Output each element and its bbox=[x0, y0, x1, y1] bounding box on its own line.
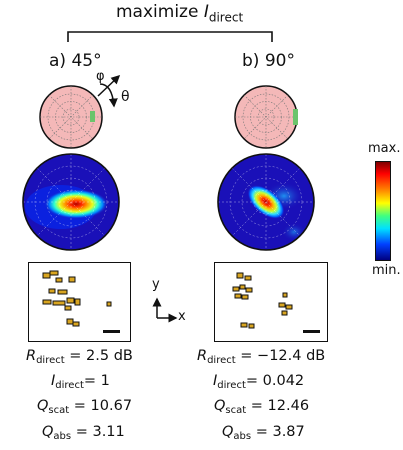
metric-a-r-direct: Rdirect = 2.5 dB bbox=[26, 348, 133, 366]
metric-b-q-scat: Qscat = 12.46 bbox=[214, 398, 309, 416]
value: = 2.5 dB bbox=[64, 348, 133, 364]
metric-a-q-scat: Qscat = 10.67 bbox=[37, 398, 132, 416]
var: I bbox=[213, 373, 218, 389]
value: = 3.87 bbox=[251, 424, 305, 440]
phi-symbol: φ bbox=[96, 69, 105, 84]
metric-b-r-direct: Rdirect = −12.4 dB bbox=[197, 348, 325, 366]
value: = −12.4 dB bbox=[235, 348, 326, 364]
title-var: I bbox=[203, 2, 209, 22]
incidence-marker-a bbox=[90, 111, 95, 122]
sub: direct bbox=[55, 380, 84, 391]
colorbar-max-label: max. bbox=[368, 141, 401, 156]
angle-arrows bbox=[97, 74, 121, 108]
sub: direct bbox=[217, 380, 246, 391]
sub: abs bbox=[53, 431, 72, 442]
metric-b-i-direct: Idirect= 0.042 bbox=[213, 373, 304, 391]
metric-a-i-direct: Idirect= 1 bbox=[51, 373, 110, 391]
structure-box-b bbox=[214, 262, 328, 342]
title-prefix: maximize bbox=[116, 2, 204, 22]
colorbar bbox=[375, 161, 391, 261]
sub: direct bbox=[36, 355, 65, 366]
axis-y-label: y bbox=[152, 277, 160, 292]
sub: direct bbox=[207, 355, 236, 366]
theta-symbol: θ bbox=[121, 89, 130, 105]
colorbar-min-label: min. bbox=[372, 263, 401, 278]
incidence-polar-a bbox=[39, 85, 103, 149]
scale-bar-a bbox=[103, 330, 120, 333]
var: Q bbox=[42, 424, 54, 440]
incidence-polar-b bbox=[234, 85, 298, 149]
value: = 3.11 bbox=[71, 424, 125, 440]
var: Q bbox=[222, 424, 234, 440]
panel-b-label: b) 90° bbox=[242, 51, 295, 71]
figure-title: maximize Idirect bbox=[116, 2, 243, 24]
incidence-marker-b bbox=[293, 109, 298, 125]
var: Q bbox=[214, 398, 226, 414]
value: = 12.46 bbox=[246, 398, 310, 414]
title-bracket bbox=[67, 31, 273, 42]
intensity-map-a bbox=[22, 153, 120, 251]
structure-box-a bbox=[28, 262, 131, 342]
var: I bbox=[51, 373, 56, 389]
structure-pattern-b bbox=[232, 272, 320, 333]
var: R bbox=[197, 348, 208, 364]
sub: scat bbox=[48, 405, 70, 416]
intensity-map-b bbox=[217, 153, 315, 251]
title-sub: direct bbox=[208, 10, 244, 25]
scale-bar-b bbox=[303, 330, 320, 333]
sub: abs bbox=[233, 431, 252, 442]
panel-a-label: a) 45° bbox=[49, 51, 102, 71]
structure-pattern-a bbox=[42, 270, 120, 333]
metric-b-q-abs: Qabs = 3.87 bbox=[222, 424, 305, 442]
var: Q bbox=[37, 398, 49, 414]
axis-x-label: x bbox=[178, 309, 186, 324]
value: = 0.042 bbox=[245, 373, 305, 389]
value: = 10.67 bbox=[69, 398, 133, 414]
var: R bbox=[26, 348, 37, 364]
metric-a-q-abs: Qabs = 3.11 bbox=[42, 424, 125, 442]
sub: scat bbox=[225, 405, 247, 416]
axes-glyph bbox=[152, 297, 178, 323]
value: = 1 bbox=[83, 373, 110, 389]
